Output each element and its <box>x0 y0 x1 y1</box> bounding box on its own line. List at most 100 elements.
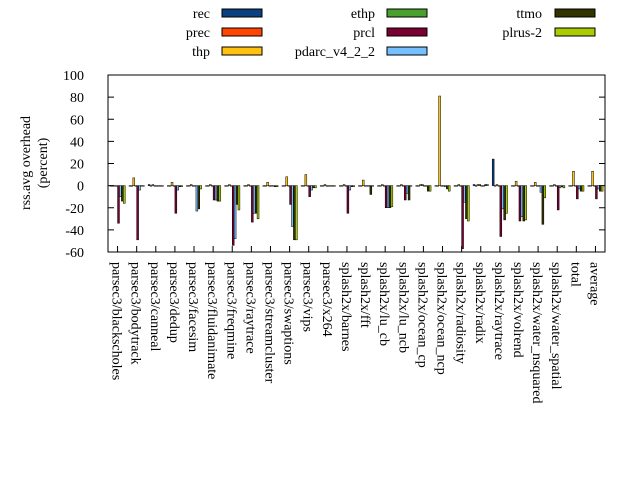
bar-thp-parsec3/canneal <box>151 184 155 186</box>
x-tick-label: average <box>586 262 601 306</box>
bar-plrus-2-parsec3/raytrace <box>256 185 260 220</box>
bar-ethp-splash2x/ocean_cp <box>421 184 424 186</box>
bar-ethp-splash2x/raytrace <box>497 185 501 187</box>
bar-rec-average <box>587 185 590 187</box>
bar-thp-total <box>572 170 575 186</box>
bar-prec-splash2x/water_spatial <box>551 185 554 187</box>
bar-prcl-splash2x/lu_ncb <box>404 185 407 201</box>
bar-plrus-2-parsec3/vips <box>314 185 317 189</box>
legend-label: rec <box>193 7 210 22</box>
bar-rec-parsec3/facesim <box>186 185 189 187</box>
bar-thp-parsec3/swaptions <box>285 176 288 186</box>
x-tick-label: parsec3/bodytrack <box>128 262 143 365</box>
x-tick-label: parsec3/swaptions <box>281 262 296 365</box>
bar-pdarc_v4_2_2-splash2x/lu_cb <box>386 185 390 208</box>
bar-prec-total <box>570 185 573 187</box>
x-tick-label: splash2x/radix <box>472 262 487 344</box>
bar-thp-parsec3/bodytrack <box>132 177 136 186</box>
bar-ttmo-splash2x/lu_cb <box>388 185 392 208</box>
y-axis-label: rss.avg overhead (percent) <box>19 116 51 210</box>
bar-thp-parsec3/x264 <box>323 184 327 186</box>
bar-ethp-parsec3/swaptions <box>287 185 290 187</box>
bar-rec-parsec3/dedup <box>167 185 170 187</box>
bar-ttmo-parsec3/x264 <box>331 185 334 187</box>
bar-pdarc_v4_2_2-splash2x/radix <box>482 185 485 187</box>
x-tick-label: splash2x/raytrace <box>491 262 506 360</box>
bar-prcl-parsec3/canneal <box>155 185 158 187</box>
bar-thp-parsec3/raytrace <box>247 184 250 186</box>
bar-ethp-parsec3/freqmine <box>230 185 233 187</box>
bar-plrus-2-total <box>581 185 585 192</box>
legend-swatch-plrus-2 <box>554 27 596 37</box>
bar-thp-splash2x/water_nsquared <box>534 182 537 186</box>
bar-ethp-parsec3/streamcluster <box>268 185 271 187</box>
bar-prec-parsec3/dedup <box>168 185 172 187</box>
bar-ethp-splash2x/water_spatial <box>555 185 558 187</box>
legend-swatch-ethp <box>386 8 428 18</box>
bar-prcl-splash2x/volrend <box>518 185 522 222</box>
bar-prec-splash2x/fft <box>360 185 363 187</box>
bar-ttmo-parsec3/blackscholes <box>121 185 124 202</box>
legend-swatch-pdarc_v4_2_2 <box>386 46 428 56</box>
bar-ttmo-splash2x/water_spatial <box>560 185 564 187</box>
legend-swatch-rec <box>221 8 263 18</box>
bar-ttmo-splash2x/raytrace <box>503 185 506 221</box>
bar-pdarc_v4_2_2-splash2x/water_nsquared <box>539 185 543 193</box>
axes: -60 -40 -20 0 20 40 60 80 100 <box>63 69 606 261</box>
bar-ttmo-parsec3/dedup <box>178 185 181 187</box>
legend-swatch-ttmo <box>554 8 596 18</box>
bar-plrus-2-splash2x/lu_cb <box>390 185 394 207</box>
bar-prec-average <box>589 185 592 187</box>
y-tick-label: -40 <box>65 224 84 239</box>
bar-prcl-parsec3/bodytrack <box>136 185 139 241</box>
bar-rec-total <box>568 185 571 187</box>
bar-rec-splash2x/radix <box>472 184 476 186</box>
x-tick-label: splash2x/lu_cb <box>376 262 391 346</box>
bar-prcl-average <box>595 185 598 200</box>
bar-ttmo-splash2x/radiosity <box>465 185 468 220</box>
bar-pdarc_v4_2_2-parsec3/canneal <box>157 185 160 187</box>
bar-pdarc_v4_2_2-average <box>597 185 600 190</box>
y-tick-label: 40 <box>70 135 84 150</box>
bar-prec-splash2x/ocean_cp <box>417 185 420 187</box>
bar-plrus-2-parsec3/facesim <box>199 185 202 190</box>
bar-pdarc_v4_2_2-parsec3/dedup <box>176 185 179 191</box>
bar-pdarc_v4_2_2-parsec3/blackscholes <box>119 185 122 197</box>
x-tick-label: splash2x/fft <box>357 262 372 328</box>
bar-prcl-splash2x/lu_cb <box>384 185 388 208</box>
x-tick-labels: parsec3/blackscholes parsec3/bodytrack par… <box>109 262 602 404</box>
bar-thp-average <box>591 170 594 186</box>
bar-thp-splash2x/raytrace <box>495 184 499 186</box>
bar-ethp-splash2x/ocean_ncp <box>440 185 443 187</box>
x-tick-label: splash2x/water_nsquared <box>529 262 544 404</box>
bar-ethp-parsec3/facesim <box>191 185 195 187</box>
bar-pdarc_v4_2_2-parsec3/x264 <box>329 185 332 187</box>
legend-label: prcl <box>353 26 375 41</box>
bar-pdarc_v4_2_2-parsec3/vips <box>310 185 313 191</box>
bar-prec-splash2x/raytrace <box>493 185 497 187</box>
bar-prec-splash2x/volrend <box>512 185 516 187</box>
bar-pdarc_v4_2_2-parsec3/raytrace <box>253 185 256 214</box>
bar-prec-splash2x/barnes <box>340 185 344 187</box>
bar-ethp-splash2x/radix <box>478 184 482 186</box>
legend: rec prec thp ethp prcl pdarc_v4_2_2 ttmo plrus-… <box>186 7 596 60</box>
bar-ethp-splash2x/lu_ncb <box>402 185 405 187</box>
bar-pdarc_v4_2_2-splash2x/ocean_ncp <box>444 185 447 187</box>
y-axis-label-line: rss.avg overhead <box>19 116 34 210</box>
bar-pdarc_v4_2_2-splash2x/fft <box>367 185 371 187</box>
bar-thp-splash2x/radiosity <box>457 184 460 186</box>
bar-prcl-parsec3/blackscholes <box>117 185 120 224</box>
bar-prcl-parsec3/facesim <box>193 185 197 187</box>
bar-thp-splash2x/fft <box>361 179 365 186</box>
bar-plrus-2-splash2x/radiosity <box>467 185 470 222</box>
bar-prcl-splash2x/barnes <box>346 185 350 214</box>
bar-pdarc_v4_2_2-parsec3/bodytrack <box>138 185 141 191</box>
bar-prec-parsec3/blackscholes <box>111 185 114 187</box>
y-axis-label-line: (percent) <box>36 137 51 188</box>
bar-prec-splash2x/lu_cb <box>379 185 382 187</box>
bar-pdarc_v4_2_2-parsec3/streamcluster <box>272 185 275 187</box>
bar-ethp-parsec3/fluidanimate <box>210 185 214 187</box>
bar-plrus-2-parsec3/canneal <box>161 185 164 187</box>
bar-rec-parsec3/vips <box>300 185 304 187</box>
bar-thp-splash2x/lu_ncb <box>400 184 403 186</box>
